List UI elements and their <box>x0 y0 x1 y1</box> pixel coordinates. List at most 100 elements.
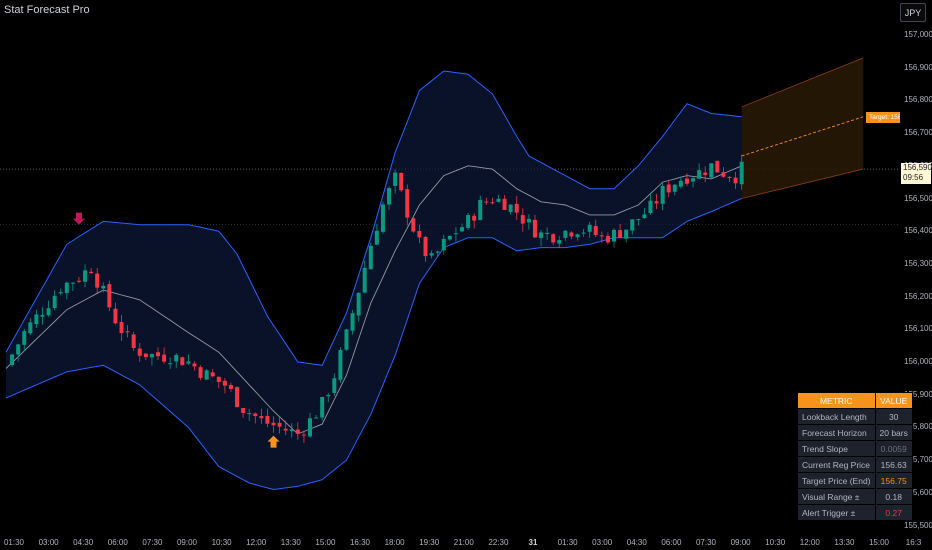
y-tick-label: 155,500 <box>904 520 932 530</box>
candle-body <box>496 198 501 202</box>
candle-body <box>350 313 355 331</box>
x-tick-label: 12:00 <box>799 538 820 547</box>
candle-body <box>338 350 343 380</box>
candle-body <box>636 219 641 221</box>
candle-body <box>125 331 130 333</box>
x-tick-label: 01:30 <box>3 538 25 547</box>
candle-body <box>502 198 507 210</box>
y-tick-label: 155,600 <box>904 487 932 497</box>
metric-value: 156.63 <box>875 457 912 472</box>
x-tick-label: 13:30 <box>834 538 855 547</box>
y-tick-label: 156,700 <box>904 128 932 138</box>
candle-body <box>271 422 276 426</box>
candle-body <box>52 295 57 309</box>
y-tick-label: 156,200 <box>904 291 932 301</box>
x-tick-label: 04:30 <box>73 538 94 547</box>
candle-body <box>289 429 294 432</box>
candle-body <box>478 199 483 220</box>
candle-body <box>332 378 337 393</box>
candle-body <box>308 418 312 437</box>
x-tick-label: 22:30 <box>488 538 509 547</box>
forecast-lower-line <box>741 168 864 199</box>
metric-name: Alert Trigger ± <box>798 505 875 520</box>
candle-body <box>593 226 598 236</box>
chart-title: Stat Forecast Pro <box>4 4 90 16</box>
metrics-row: Trend Slope 0.0059 <box>798 441 912 456</box>
candle-body <box>107 284 112 308</box>
forecast-target-line <box>741 116 864 157</box>
middle-band-line <box>5 165 742 435</box>
candle-body <box>727 176 732 179</box>
candle-body <box>520 215 525 224</box>
candle-body <box>508 204 513 212</box>
candle-body <box>648 200 653 213</box>
metric-value: 30 <box>875 409 912 424</box>
candle-body <box>101 285 106 289</box>
y-tick-label: 155,700 <box>904 455 932 465</box>
candle-body <box>16 344 21 355</box>
candle-body <box>314 417 319 419</box>
candle-body <box>715 160 720 173</box>
x-tick-label: 10:30 <box>765 538 786 547</box>
band-fill <box>6 71 742 490</box>
x-tick-label: 15:00 <box>315 538 336 547</box>
metrics-row: Target Price (End) 156.75 <box>798 473 912 488</box>
candle-body <box>168 363 173 365</box>
candle-body <box>697 170 702 179</box>
candle-body <box>143 353 148 358</box>
candle-body <box>575 234 580 238</box>
candle-body <box>265 415 270 424</box>
metric-value: 0.18 <box>875 489 912 504</box>
candle-body <box>447 235 452 240</box>
candle-body <box>581 232 586 234</box>
metric-value: 0.27 <box>875 505 912 520</box>
target-price-label: Target: 156.75 <box>866 112 900 123</box>
x-tick-label: 09:00 <box>730 538 751 547</box>
candle-body <box>709 163 714 178</box>
candle-body <box>34 314 39 325</box>
candle-body <box>192 363 197 367</box>
candle-body <box>484 201 489 203</box>
x-tick-label: 04:30 <box>626 538 647 547</box>
candle-body <box>362 267 367 293</box>
candle-body <box>618 230 623 238</box>
candle-body <box>162 354 167 362</box>
candle-body <box>204 370 209 380</box>
candle-body <box>180 357 185 366</box>
candle-body <box>344 329 349 350</box>
x-tick-label: 03:00 <box>592 538 613 547</box>
candle-body <box>241 408 246 413</box>
candle-body <box>156 352 160 357</box>
metrics-row: Forecast Horizon 20 bars <box>798 425 912 440</box>
metric-name: Lookback Length <box>798 409 875 424</box>
candle-body <box>612 229 616 242</box>
candle-body <box>89 271 94 274</box>
candle-body <box>423 236 428 257</box>
forecast-upper-line <box>741 57 864 108</box>
candle-body <box>739 161 744 185</box>
candle-body <box>295 429 300 434</box>
x-tick-label: 31 <box>528 538 538 547</box>
x-tick-label: 06:00 <box>661 538 682 547</box>
metric-name: Current Reg Price <box>798 457 875 472</box>
candle-body <box>453 233 458 235</box>
candle-body <box>247 413 252 415</box>
candle-body <box>393 172 398 186</box>
metric-name: Forecast Horizon <box>798 425 875 440</box>
candle-body <box>557 240 562 244</box>
currency-button[interactable]: JPY <box>900 3 926 22</box>
candle-body <box>70 282 75 284</box>
candle-body <box>76 280 81 282</box>
candle-body <box>28 322 33 334</box>
candle-body <box>514 203 519 213</box>
candle-body <box>210 372 215 377</box>
candle-body <box>630 219 635 231</box>
candle-body <box>417 231 422 238</box>
candle-body <box>624 229 629 239</box>
candle-body <box>399 172 404 191</box>
x-tick-label: 07:30 <box>142 538 163 547</box>
lower-band-line <box>5 198 742 491</box>
candle-body <box>387 188 392 205</box>
upper-band-line <box>5 70 742 366</box>
